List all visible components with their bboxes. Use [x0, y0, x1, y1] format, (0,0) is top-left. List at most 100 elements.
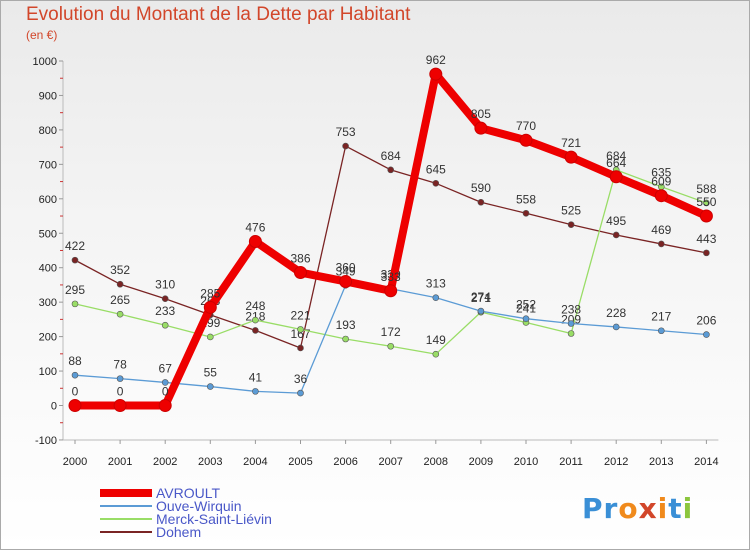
data-label: 206: [696, 314, 716, 328]
x-tick-label: 2001: [108, 456, 132, 468]
data-label: 221: [290, 308, 310, 322]
data-point: [297, 389, 304, 397]
data-point: [207, 333, 214, 341]
data-label: 770: [516, 119, 536, 133]
data-label: 590: [471, 181, 491, 195]
data-point: [384, 284, 398, 298]
data-point: [567, 320, 575, 327]
y-tick-label: 500: [39, 228, 57, 240]
x-tick-label: 2010: [514, 456, 538, 468]
data-point: [609, 170, 623, 184]
data-label: 0: [117, 385, 124, 399]
data-point: [654, 189, 668, 203]
chart-title: Evolution du Montant de la Dette par Hab…: [26, 4, 411, 25]
data-label: 469: [651, 223, 671, 237]
x-tick-label: 2013: [649, 456, 673, 468]
data-point: [252, 327, 259, 334]
data-point: [252, 388, 259, 395]
x-tick-label: 2007: [378, 456, 402, 468]
y-tick-label: 700: [39, 159, 57, 171]
data-point: [387, 166, 395, 174]
logo-letter: r: [603, 492, 619, 525]
y-tick-label: 800: [39, 125, 57, 137]
data-label: 476: [245, 221, 265, 235]
data-point: [339, 274, 353, 288]
data-label: 313: [426, 277, 446, 291]
x-tick-label: 2004: [243, 456, 267, 468]
data-point: [203, 300, 217, 314]
data-point: [113, 399, 127, 412]
x-tick-label: 2014: [694, 456, 718, 468]
data-label: 41: [249, 370, 263, 384]
data-label: 0: [72, 385, 79, 399]
data-label: 228: [606, 306, 626, 320]
legend-label: AVROULT: [156, 485, 221, 501]
x-tick-label: 2000: [63, 456, 87, 468]
data-point: [522, 209, 530, 217]
data-label: 349: [336, 264, 356, 278]
data-label: 295: [65, 283, 85, 297]
data-point: [429, 67, 443, 81]
data-label: 238: [561, 303, 581, 317]
data-label: 0: [162, 385, 169, 399]
logo-letter: t: [668, 492, 683, 525]
data-label: 352: [110, 263, 130, 277]
data-point: [567, 221, 575, 228]
data-point: [116, 310, 124, 318]
data-label: 558: [516, 192, 536, 206]
y-tick-label: 200: [39, 332, 57, 344]
data-label: 525: [561, 204, 581, 218]
data-point: [432, 179, 440, 187]
data-point: [657, 327, 665, 335]
logo-letter: o: [618, 492, 639, 525]
data-label: 88: [68, 354, 82, 368]
data-point: [387, 342, 395, 350]
data-label: 248: [245, 299, 265, 313]
data-point: [252, 316, 259, 324]
data-label: 274: [471, 290, 491, 304]
legend-swatch: [100, 518, 152, 520]
data-point: [161, 379, 169, 386]
x-tick-label: 2009: [469, 456, 493, 468]
data-label: 78: [113, 358, 127, 372]
data-point: [342, 335, 349, 343]
data-label: 55: [204, 366, 218, 380]
data-label: 684: [606, 149, 626, 163]
data-point: [207, 383, 214, 390]
logo-letter: i: [682, 492, 694, 525]
legend-label: Ouve-Wirquin: [156, 498, 242, 514]
series-line: [71, 70, 711, 410]
data-label: 550: [696, 195, 716, 209]
data-label: 271: [471, 291, 491, 305]
data-point: [564, 150, 578, 164]
data-point: [342, 142, 349, 150]
data-point: [161, 321, 169, 329]
legend-label: Dohem: [156, 524, 202, 540]
chart-unit-label: (en €): [26, 28, 58, 42]
data-label: 193: [336, 318, 356, 332]
data-label: 443: [696, 232, 716, 246]
data-label: 962: [426, 53, 446, 67]
legend-swatch: [100, 505, 152, 507]
data-label: 645: [426, 162, 446, 176]
data-point: [522, 315, 530, 322]
data-point: [248, 235, 262, 249]
data-point: [116, 280, 124, 288]
data-label: 360: [336, 260, 356, 274]
y-tick-label: 600: [39, 194, 57, 206]
data-label: 684: [381, 149, 401, 163]
data-point: [297, 326, 304, 333]
data-label: 495: [606, 214, 626, 228]
x-tick-label: 2006: [333, 456, 357, 468]
y-tick-label: 400: [39, 263, 57, 275]
legend-swatch: [100, 489, 152, 497]
data-point: [703, 199, 710, 207]
data-label: 805: [471, 107, 491, 121]
data-label: 386: [290, 252, 310, 266]
data-point: [71, 371, 79, 379]
data-label: 588: [696, 182, 716, 196]
data-point: [161, 295, 169, 303]
y-tick-label: -100: [35, 435, 57, 447]
y-tick-label: 300: [39, 297, 57, 309]
